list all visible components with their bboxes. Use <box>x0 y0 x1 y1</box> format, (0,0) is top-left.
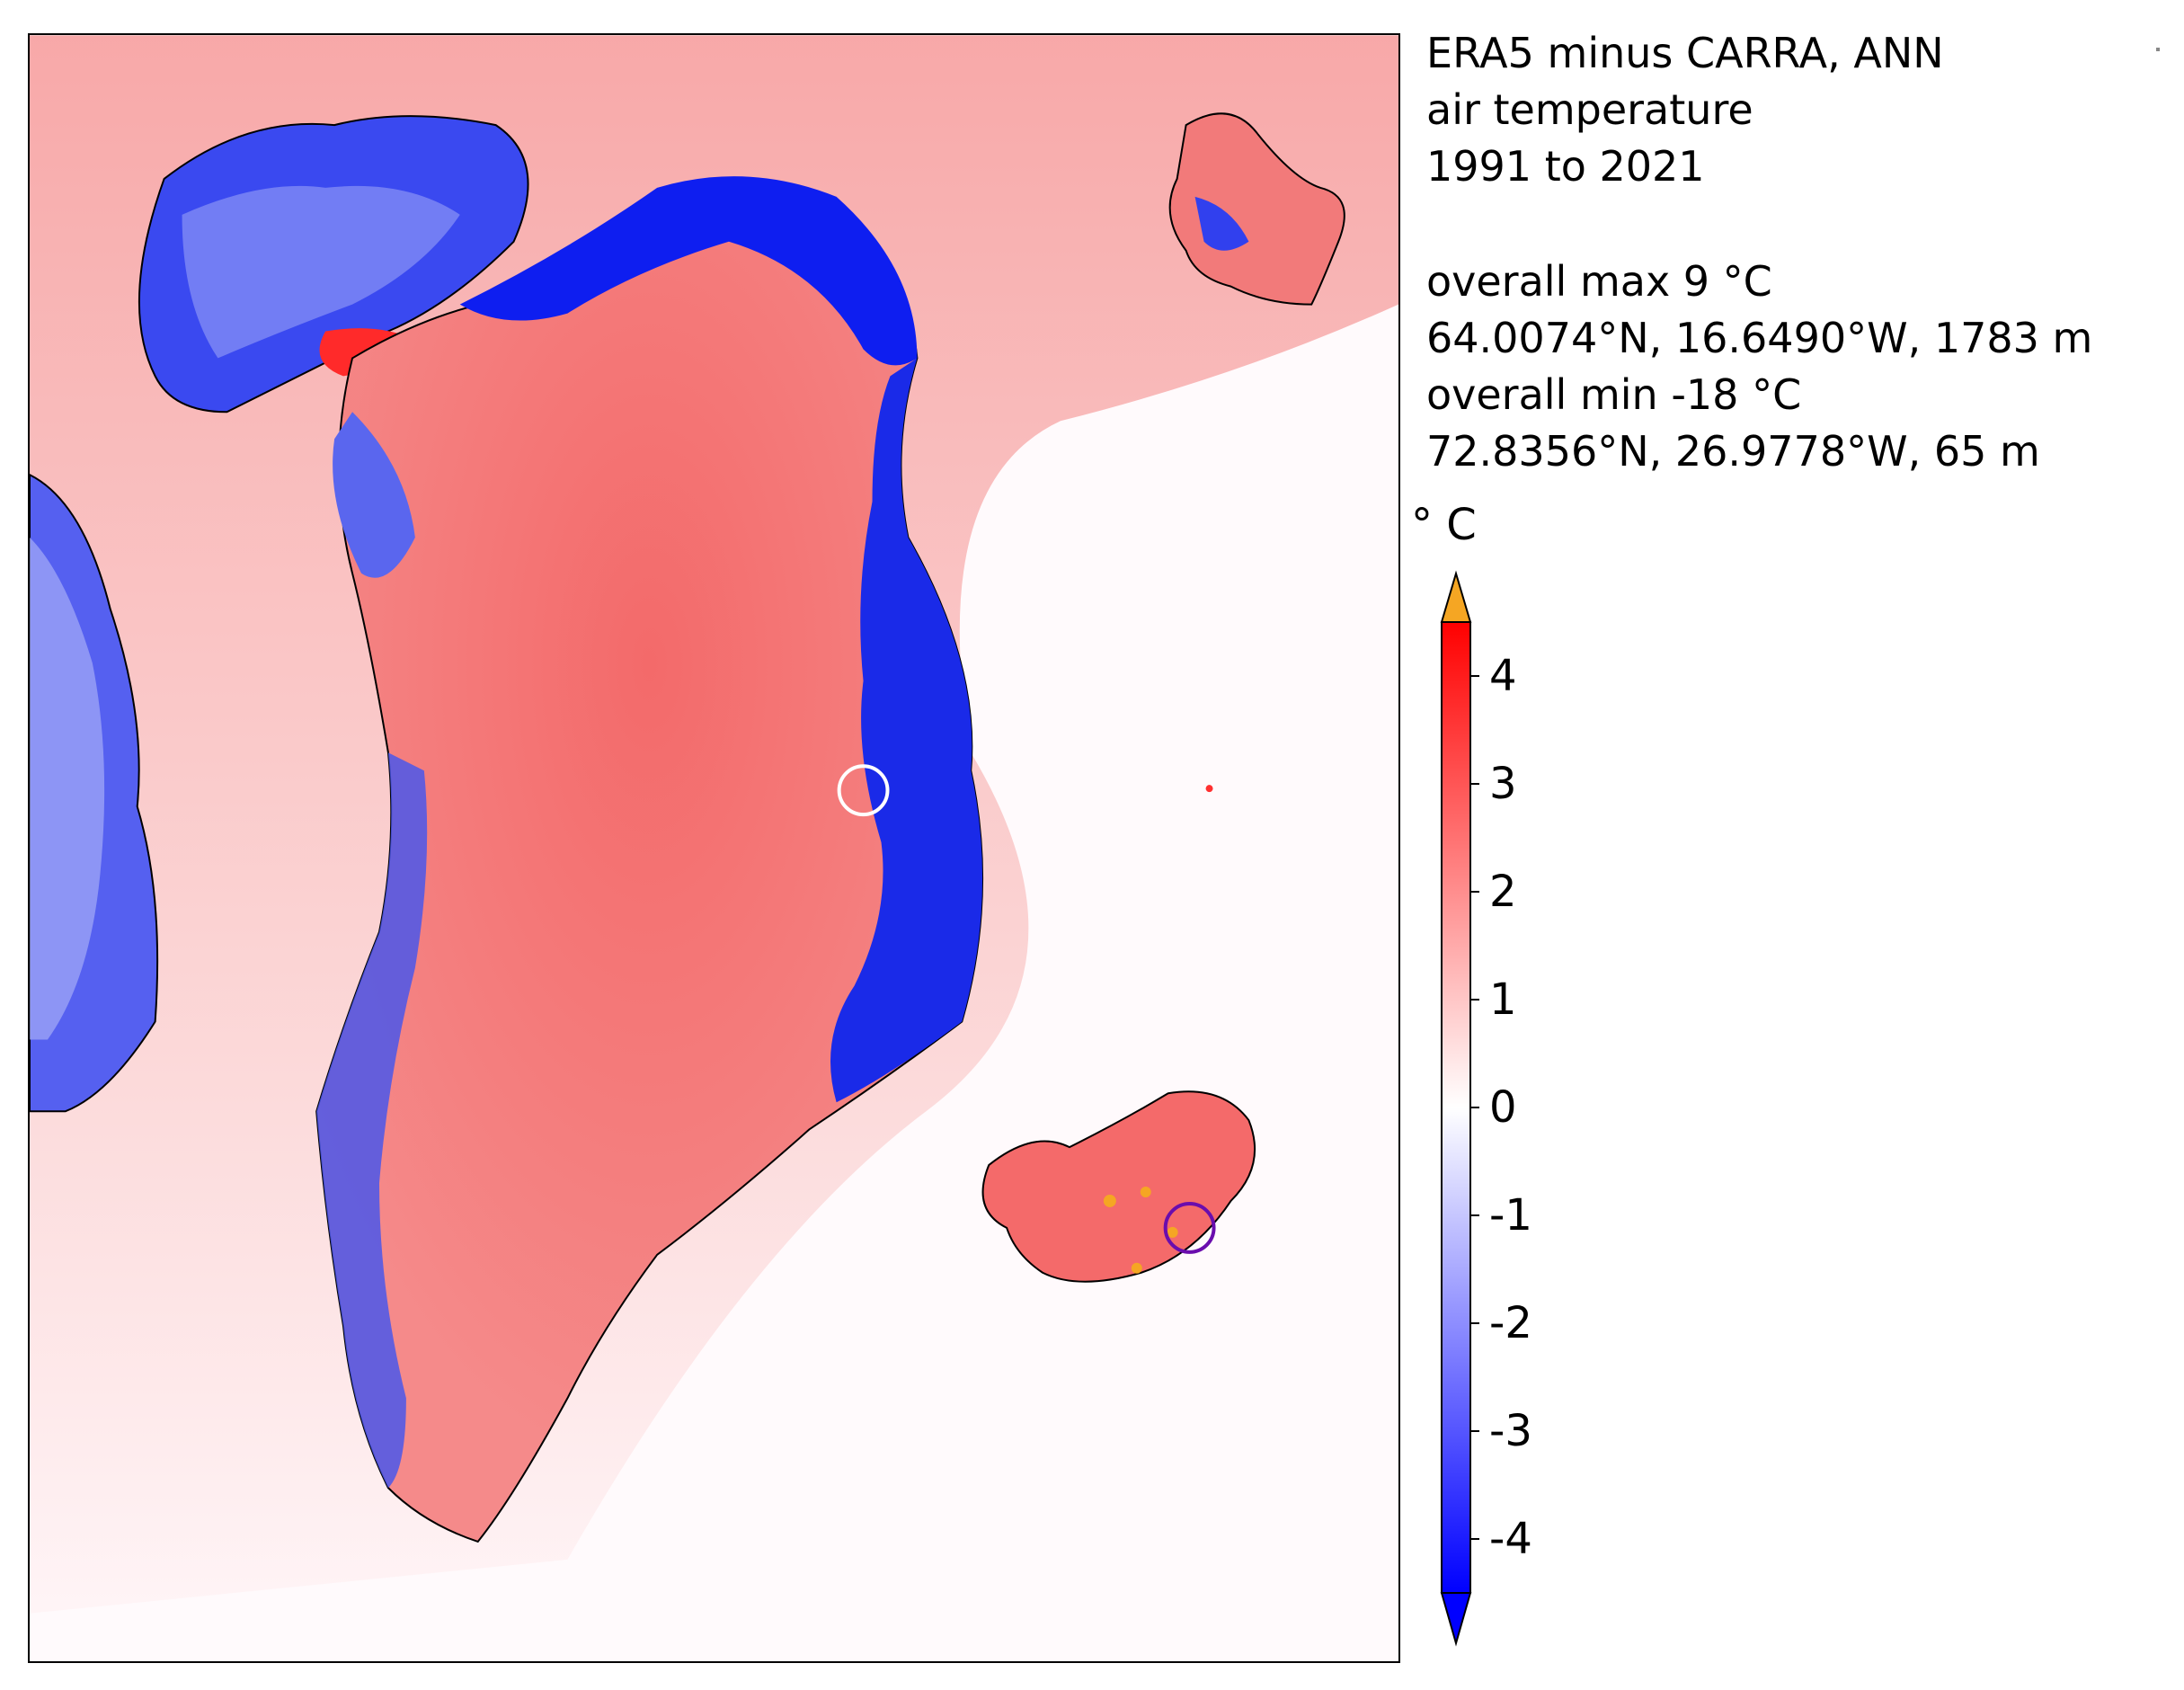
colorbar-unit-label: ° C <box>1411 500 1477 550</box>
jan-mayen <box>1205 785 1213 793</box>
colorbar-tick-label: -1 <box>1489 1190 1532 1241</box>
min-marker <box>1163 1201 1216 1254</box>
map-panel <box>28 33 1400 1663</box>
title-line-1: ERA5 minus CARRA, ANN <box>1426 29 1944 77</box>
overall-max-label: overall max 9 °C <box>1426 257 1772 306</box>
title-line-3: 1991 to 2021 <box>1426 142 1705 191</box>
colorbar-gradient <box>1441 621 1471 1594</box>
overall-min-label: overall min -18 °C <box>1426 370 1802 419</box>
iceland <box>981 1090 1256 1283</box>
colorbar <box>1440 570 1479 1647</box>
greenland-east-cold-margin <box>830 358 983 1103</box>
overall-max-location: 64.0074°N, 16.6490°W, 1783 m <box>1426 314 2093 362</box>
max-marker <box>837 764 890 817</box>
colorbar-tick-label: -3 <box>1489 1406 1532 1456</box>
greenland-west-cold-margin <box>316 752 428 1489</box>
colorbar-ticks <box>1470 675 1479 1540</box>
colorbar-tick-label: 2 <box>1489 867 1517 917</box>
title-line-2: air temperature <box>1426 85 1753 134</box>
map-canvas <box>30 35 1398 1614</box>
greenland-north-cold-margin <box>459 176 918 366</box>
colorbar-tick-label: 1 <box>1489 974 1517 1025</box>
colorbar-tick-label: 4 <box>1489 651 1517 701</box>
corner-mark <box>2156 48 2160 51</box>
overall-min-location: 72.8356°N, 26.9778°W, 65 m <box>1426 427 2040 476</box>
colorbar-tick-label: 3 <box>1489 759 1517 809</box>
svalbard <box>1168 112 1345 306</box>
colorbar-under-extension <box>1440 1592 1472 1647</box>
colorbar-tick-label: -4 <box>1489 1514 1532 1564</box>
colorbar-over-extension <box>1440 570 1472 623</box>
colorbar-tick-label: -2 <box>1489 1298 1532 1348</box>
colorbar-tick-label: 0 <box>1489 1082 1517 1133</box>
